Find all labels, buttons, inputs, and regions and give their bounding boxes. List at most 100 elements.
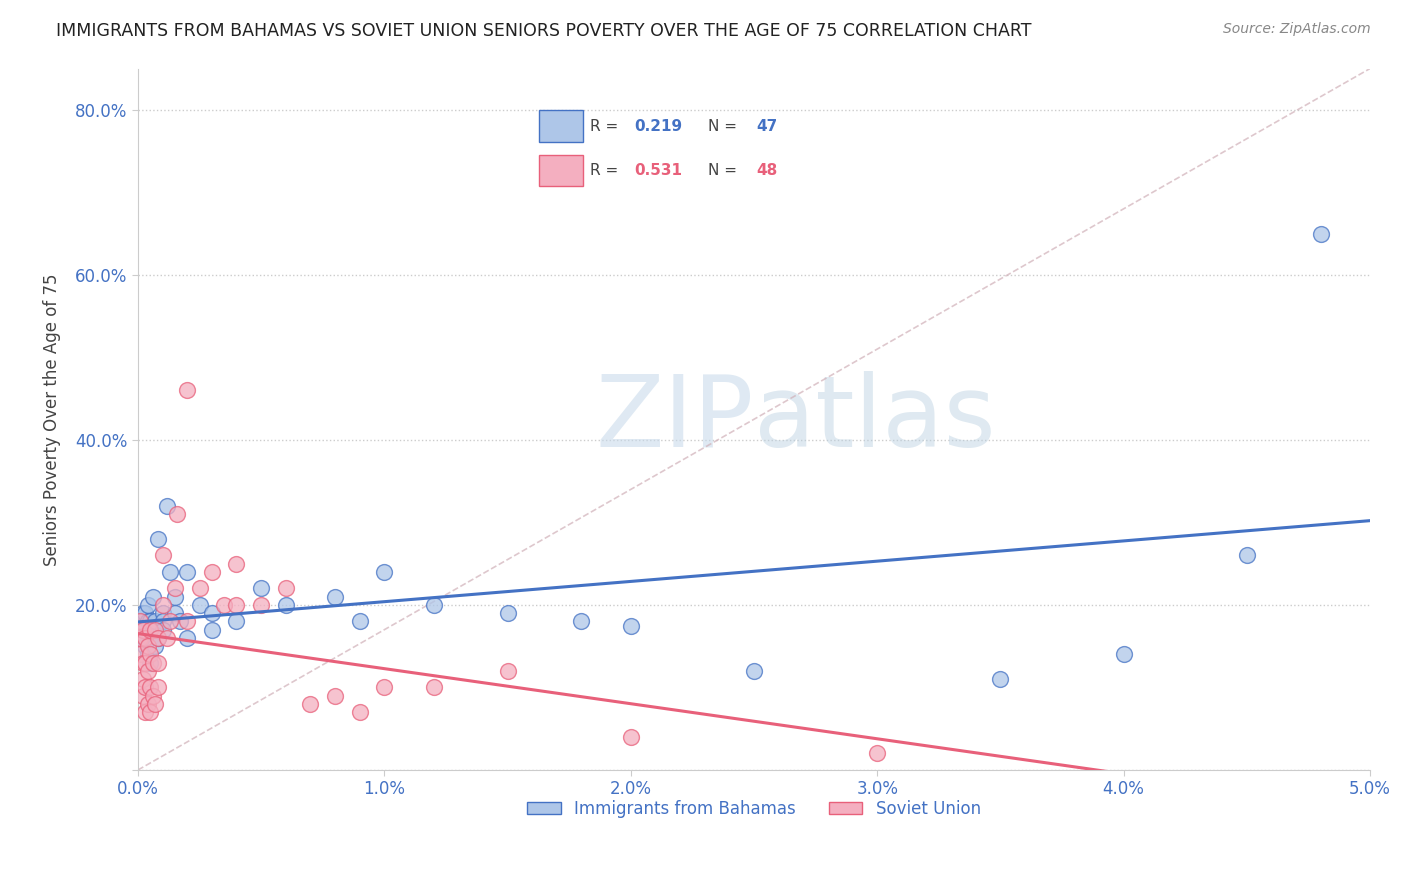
Point	[134, 656, 156, 670]
Point	[176, 384, 198, 398]
Point	[132, 656, 155, 670]
Point	[142, 623, 165, 637]
Point	[323, 590, 346, 604]
Point	[990, 672, 1012, 686]
Point	[323, 689, 346, 703]
Point	[136, 598, 159, 612]
Point	[1236, 549, 1258, 563]
Point	[146, 656, 169, 670]
Point	[274, 582, 297, 596]
Point	[139, 631, 162, 645]
Point	[129, 631, 152, 645]
Point	[1309, 227, 1331, 241]
Point	[201, 606, 224, 620]
Point	[620, 730, 643, 744]
Point	[225, 615, 247, 629]
Point	[225, 598, 247, 612]
Point	[143, 697, 166, 711]
Text: atlas: atlas	[754, 371, 995, 467]
Point	[146, 681, 169, 695]
Text: ZIP: ZIP	[596, 371, 754, 467]
Point	[152, 549, 174, 563]
Point	[139, 656, 162, 670]
Point	[134, 623, 156, 637]
Point	[176, 565, 198, 579]
Point	[156, 631, 179, 645]
Point	[136, 648, 159, 662]
Point	[129, 631, 152, 645]
Point	[176, 615, 198, 629]
Point	[134, 681, 156, 695]
Point	[139, 705, 162, 719]
Point	[169, 615, 191, 629]
Point	[349, 615, 371, 629]
Point	[139, 681, 162, 695]
Point	[129, 648, 152, 662]
Y-axis label: Seniors Poverty Over the Age of 75: Seniors Poverty Over the Age of 75	[44, 273, 60, 566]
Point	[142, 656, 165, 670]
Point	[159, 565, 181, 579]
Point	[274, 598, 297, 612]
Point	[373, 565, 395, 579]
Text: Source: ZipAtlas.com: Source: ZipAtlas.com	[1223, 22, 1371, 37]
Point	[146, 532, 169, 546]
Point	[496, 664, 519, 678]
Point	[139, 615, 162, 629]
Point	[571, 615, 593, 629]
Point	[201, 565, 224, 579]
Point	[129, 615, 152, 629]
Point	[152, 606, 174, 620]
Point	[152, 598, 174, 612]
Point	[134, 705, 156, 719]
Point	[132, 623, 155, 637]
Point	[143, 615, 166, 629]
Point	[176, 631, 198, 645]
Point	[620, 618, 643, 632]
Point	[299, 697, 322, 711]
Point	[373, 681, 395, 695]
Point	[422, 681, 444, 695]
Point	[156, 499, 179, 513]
Point	[136, 664, 159, 678]
Point	[188, 598, 211, 612]
Point	[152, 623, 174, 637]
Point	[201, 623, 224, 637]
Point	[250, 582, 273, 596]
Point	[349, 705, 371, 719]
Point	[134, 639, 156, 653]
Point	[422, 598, 444, 612]
Point	[129, 615, 152, 629]
Point	[163, 606, 186, 620]
Point	[163, 590, 186, 604]
Point	[134, 606, 156, 620]
Point	[132, 689, 155, 703]
Point	[136, 697, 159, 711]
Point	[142, 689, 165, 703]
Point	[134, 631, 156, 645]
Point	[866, 747, 889, 761]
Point	[132, 606, 155, 620]
Point	[146, 631, 169, 645]
Point	[166, 507, 188, 521]
Point	[132, 623, 155, 637]
Point	[142, 590, 165, 604]
Point	[152, 615, 174, 629]
Text: IMMIGRANTS FROM BAHAMAS VS SOVIET UNION SENIORS POVERTY OVER THE AGE OF 75 CORRE: IMMIGRANTS FROM BAHAMAS VS SOVIET UNION …	[56, 22, 1032, 40]
Point	[250, 598, 273, 612]
Legend: Immigrants from Bahamas, Soviet Union: Immigrants from Bahamas, Soviet Union	[520, 794, 987, 825]
Point	[139, 623, 162, 637]
Point	[163, 582, 186, 596]
Point	[136, 639, 159, 653]
Point	[742, 664, 765, 678]
Point	[143, 639, 166, 653]
Point	[159, 615, 181, 629]
Point	[139, 648, 162, 662]
Point	[143, 623, 166, 637]
Point	[188, 582, 211, 596]
Point	[212, 598, 235, 612]
Point	[1112, 648, 1135, 662]
Point	[132, 672, 155, 686]
Point	[136, 615, 159, 629]
Point	[496, 606, 519, 620]
Point	[146, 631, 169, 645]
